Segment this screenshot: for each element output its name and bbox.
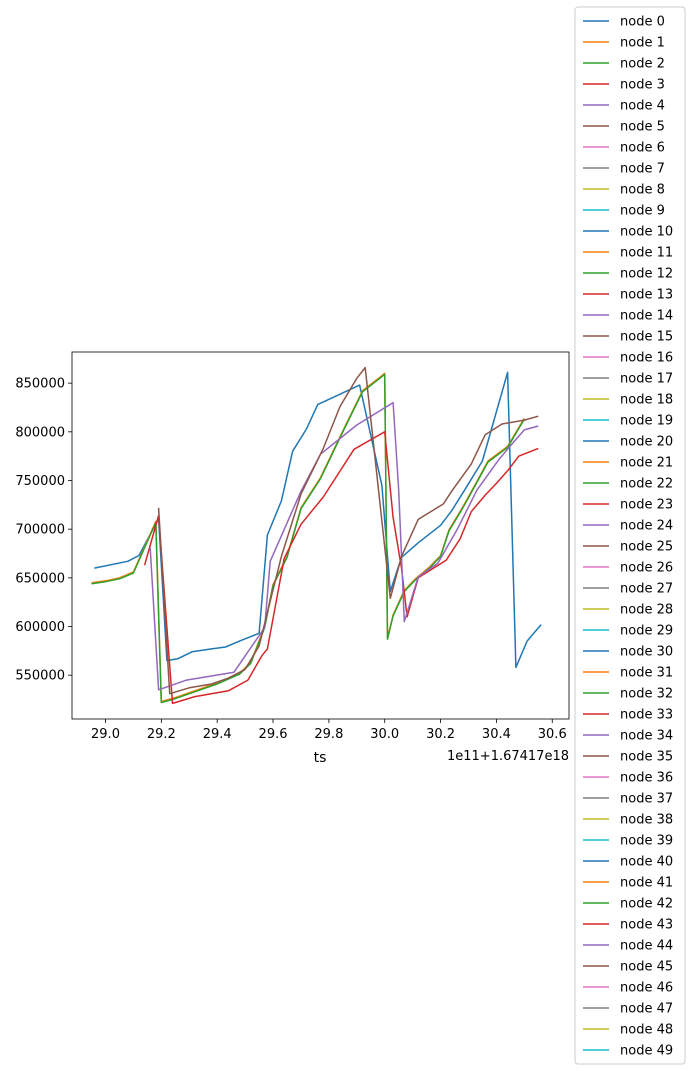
legend-label-23: node 23 xyxy=(620,498,673,513)
legend-label-3: node 3 xyxy=(620,78,665,93)
legend-label-38: node 38 xyxy=(620,813,673,828)
legend-label-42: node 42 xyxy=(620,897,673,912)
legend-label-31: node 31 xyxy=(620,666,673,681)
legend-label-10: node 10 xyxy=(620,225,673,240)
y-tick-label: 750000 xyxy=(15,474,65,489)
legend-frame xyxy=(574,6,686,1065)
legend-label-14: node 14 xyxy=(620,309,673,324)
legend-label-48: node 48 xyxy=(620,1023,673,1038)
legend-label-19: node 19 xyxy=(620,414,673,429)
series-line-0 xyxy=(94,371,542,669)
x-axis-offset-text: 1e11+1.67417e18 xyxy=(447,749,569,764)
legend-label-36: node 36 xyxy=(620,771,673,786)
x-tick-label: 30.6 xyxy=(538,727,567,742)
legend: node 0 node 1 node 2 node 3 node 4 node 5 node… xyxy=(574,6,686,1065)
y-tick-label: 700000 xyxy=(15,523,65,538)
legend-label-47: node 47 xyxy=(620,1002,673,1017)
legend-label-11: node 11 xyxy=(620,246,673,261)
legend-label-27: node 27 xyxy=(620,582,673,597)
x-tick-label: 29.4 xyxy=(203,727,232,742)
x-tick-label: 29.0 xyxy=(91,727,120,742)
legend-label-30: node 30 xyxy=(620,645,673,660)
legend-label-39: node 39 xyxy=(620,834,673,849)
x-tick-label: 30.0 xyxy=(370,727,399,742)
legend-label-6: node 6 xyxy=(620,141,665,156)
y-tick-label: 850000 xyxy=(15,377,65,392)
x-tick-label: 30.4 xyxy=(482,727,511,742)
legend-label-20: node 20 xyxy=(620,435,673,450)
legend-label-43: node 43 xyxy=(620,918,673,933)
x-axis-label: ts xyxy=(314,750,327,766)
legend-label-28: node 28 xyxy=(620,603,673,618)
legend-label-33: node 33 xyxy=(620,708,673,723)
legend-label-21: node 21 xyxy=(620,456,673,471)
y-tick-label: 600000 xyxy=(15,620,65,635)
legend-label-35: node 35 xyxy=(620,750,673,765)
plot-area-frame xyxy=(71,351,570,720)
legend-label-5: node 5 xyxy=(620,120,665,135)
legend-label-4: node 4 xyxy=(620,99,665,114)
legend-label-29: node 29 xyxy=(620,624,673,639)
series-line-5 xyxy=(157,366,539,695)
legend-label-17: node 17 xyxy=(620,372,673,387)
legend-label-25: node 25 xyxy=(620,540,673,555)
legend-label-45: node 45 xyxy=(620,960,673,975)
series-line-4 xyxy=(149,401,539,691)
legend-label-7: node 7 xyxy=(620,162,665,177)
y-tick-label: 650000 xyxy=(15,571,65,586)
legend-label-26: node 26 xyxy=(620,561,673,576)
legend-label-37: node 37 xyxy=(620,792,673,807)
legend-label-34: node 34 xyxy=(620,729,673,744)
legend-label-24: node 24 xyxy=(620,519,673,534)
legend-label-32: node 32 xyxy=(620,687,673,702)
legend-label-15: node 15 xyxy=(620,330,673,345)
legend-label-22: node 22 xyxy=(620,477,673,492)
x-tick-label: 30.2 xyxy=(426,727,455,742)
x-tick-label: 29.8 xyxy=(314,727,343,742)
legend-label-0: node 0 xyxy=(620,15,665,30)
x-tick-label: 29.6 xyxy=(259,727,288,742)
y-tick-label: 550000 xyxy=(15,669,65,684)
legend-label-49: node 49 xyxy=(620,1044,673,1059)
legend-label-44: node 44 xyxy=(620,939,673,954)
legend-label-16: node 16 xyxy=(620,351,673,366)
legend-label-40: node 40 xyxy=(620,855,673,870)
legend-label-18: node 18 xyxy=(620,393,673,408)
legend-label-46: node 46 xyxy=(620,981,673,996)
series-line-2 xyxy=(91,373,525,704)
x-tick-label: 29.2 xyxy=(147,727,176,742)
legend-label-13: node 13 xyxy=(620,288,673,303)
legend-label-9: node 9 xyxy=(620,204,665,219)
x-axis: 29.0 29.2 29.4 29.6 29.8 30.0 30.2 30.4 30.6 xyxy=(91,719,567,742)
legend-label-1: node 1 xyxy=(620,36,665,51)
legend-label-12: node 12 xyxy=(620,267,673,282)
series-line-3 xyxy=(143,431,539,705)
series-lines xyxy=(91,366,542,705)
legend-label-41: node 41 xyxy=(620,876,673,891)
y-axis: 550000 600000 650000 700000 750000 800000 8500… xyxy=(15,377,72,684)
legend-label-8: node 8 xyxy=(620,183,665,198)
y-tick-label: 800000 xyxy=(15,425,65,440)
legend-label-2: node 2 xyxy=(620,57,665,72)
